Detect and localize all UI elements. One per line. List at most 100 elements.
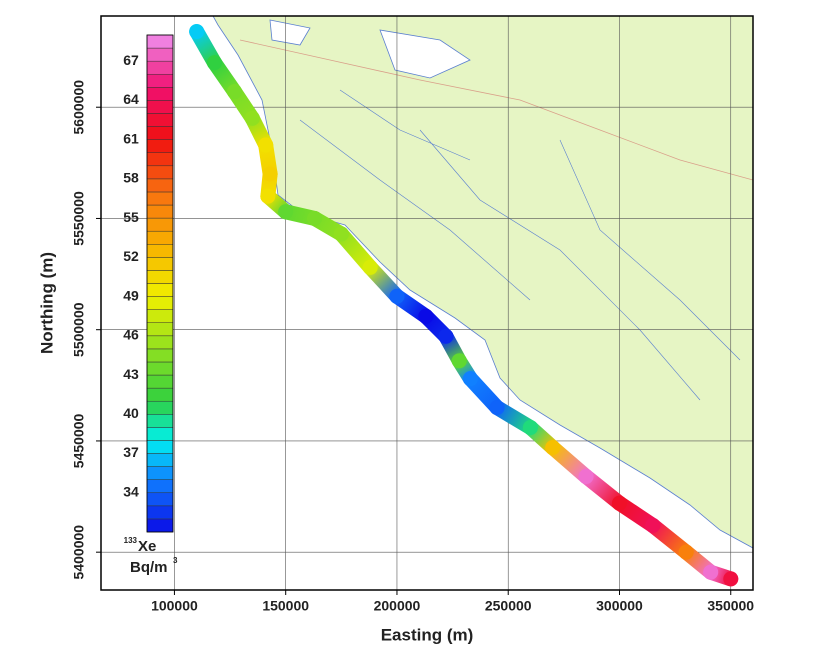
y-tick-label: 5400000 — [71, 525, 87, 580]
colorbar-cell — [146, 374, 174, 389]
colorbar-cell — [146, 244, 174, 258]
colorbar-cell — [146, 73, 174, 88]
colorbar-cell — [146, 139, 174, 153]
colorbar-cell — [146, 230, 174, 245]
x-axis-title: Easting (m) — [381, 625, 474, 644]
track-point — [333, 226, 349, 242]
colorbar-cell — [146, 361, 174, 376]
y-tick-label: 5500000 — [71, 302, 87, 357]
track-point — [189, 24, 205, 40]
colorbar-tick-label: 40 — [123, 405, 139, 421]
track-point — [489, 400, 505, 416]
colorbar-cell — [146, 479, 174, 494]
colorbar-cell — [146, 126, 174, 140]
colorbar-cell — [146, 34, 174, 49]
track-point — [462, 371, 478, 387]
track-point — [418, 308, 434, 324]
colorbar-cell — [146, 204, 174, 219]
track-point — [307, 210, 323, 226]
colorbar-cell — [146, 322, 174, 337]
colorbar-cell — [146, 387, 174, 402]
colorbar-cell — [146, 257, 174, 271]
colorbar-cell — [146, 414, 174, 428]
y-tick-label: 5550000 — [71, 191, 87, 246]
track-point — [522, 420, 538, 436]
colorbar-tick-label: 58 — [123, 170, 139, 186]
colorbar-cell — [146, 87, 174, 101]
y-tick-label: 5450000 — [71, 413, 87, 468]
track-point — [262, 166, 278, 182]
colorbar-cell — [146, 518, 174, 533]
colorbar-cell — [146, 283, 174, 297]
track-point — [260, 188, 276, 204]
land — [212, 16, 753, 549]
unit-power: 3 — [173, 556, 178, 565]
x-tick-label: 150000 — [262, 598, 309, 614]
track-point — [244, 110, 260, 126]
colorbar-cell — [146, 100, 174, 114]
colorbar-cell — [146, 440, 174, 454]
colorbar-cell — [146, 60, 174, 75]
colorbar-cell — [146, 453, 174, 467]
colorbar-tick-label: 49 — [123, 287, 139, 303]
river — [299, 89, 741, 401]
y-axis-title: Northing (m) — [37, 252, 56, 354]
track-point — [389, 288, 405, 304]
colorbar-tick-label: 64 — [123, 91, 139, 107]
track-point — [645, 517, 661, 533]
colorbar-tick-label: 61 — [123, 130, 139, 146]
track-point — [723, 571, 739, 587]
x-tick-label: 300000 — [596, 598, 643, 614]
track-point — [611, 495, 627, 511]
colorbar-cell — [146, 427, 174, 441]
colorbar-cell — [146, 466, 174, 480]
colorbar-cell — [146, 165, 174, 180]
x-tick-label: 250000 — [485, 598, 532, 614]
colorbar-cell — [146, 492, 174, 507]
track-point — [278, 204, 294, 220]
track-point — [545, 440, 561, 456]
colorbar-cell — [146, 296, 174, 310]
colorbar-cell — [146, 348, 174, 363]
water — [379, 29, 471, 79]
track-point — [258, 137, 274, 153]
track-point — [678, 544, 694, 560]
track-point — [578, 469, 594, 485]
colorbar-cell — [146, 152, 174, 167]
element: Xe — [138, 538, 156, 555]
basemap — [212, 16, 753, 549]
colorbar-frame — [146, 34, 174, 533]
colorbar-cell — [146, 309, 174, 323]
colorbar-cell — [146, 113, 174, 127]
x-tick-label: 200000 — [374, 598, 421, 614]
track-point — [451, 353, 467, 369]
colorbar-tick-label: 55 — [123, 209, 139, 225]
isotope-mass: 133 — [124, 536, 138, 545]
colorbar-tick-label: 37 — [123, 444, 139, 460]
road — [239, 39, 753, 181]
colorbar-cell — [146, 335, 174, 350]
unit: Bq/m — [130, 559, 168, 576]
colorbar-cell — [146, 270, 174, 284]
track-point — [362, 259, 378, 275]
colorbar-tick-label: 43 — [123, 366, 139, 382]
track-point — [703, 564, 719, 580]
colorbar-cell — [146, 217, 174, 232]
colorbar-cell — [146, 400, 174, 415]
colorbar-tick-label: 67 — [123, 52, 139, 68]
plot-frame — [100, 15, 754, 591]
track-point — [438, 328, 454, 344]
x-tick-label: 350000 — [707, 598, 754, 614]
colorbar-cell — [146, 47, 174, 62]
y-tick-label: 5600000 — [71, 80, 87, 135]
track-point — [206, 55, 222, 71]
colorbar-cell — [146, 178, 174, 193]
colorbar-cell — [146, 505, 174, 520]
track-point — [227, 84, 243, 100]
colorbar-cell — [146, 191, 174, 206]
colorbar-tick-label: 34 — [123, 483, 139, 499]
x-tick-label: 100000 — [151, 598, 198, 614]
colorbar-tick-label: 46 — [123, 327, 139, 343]
